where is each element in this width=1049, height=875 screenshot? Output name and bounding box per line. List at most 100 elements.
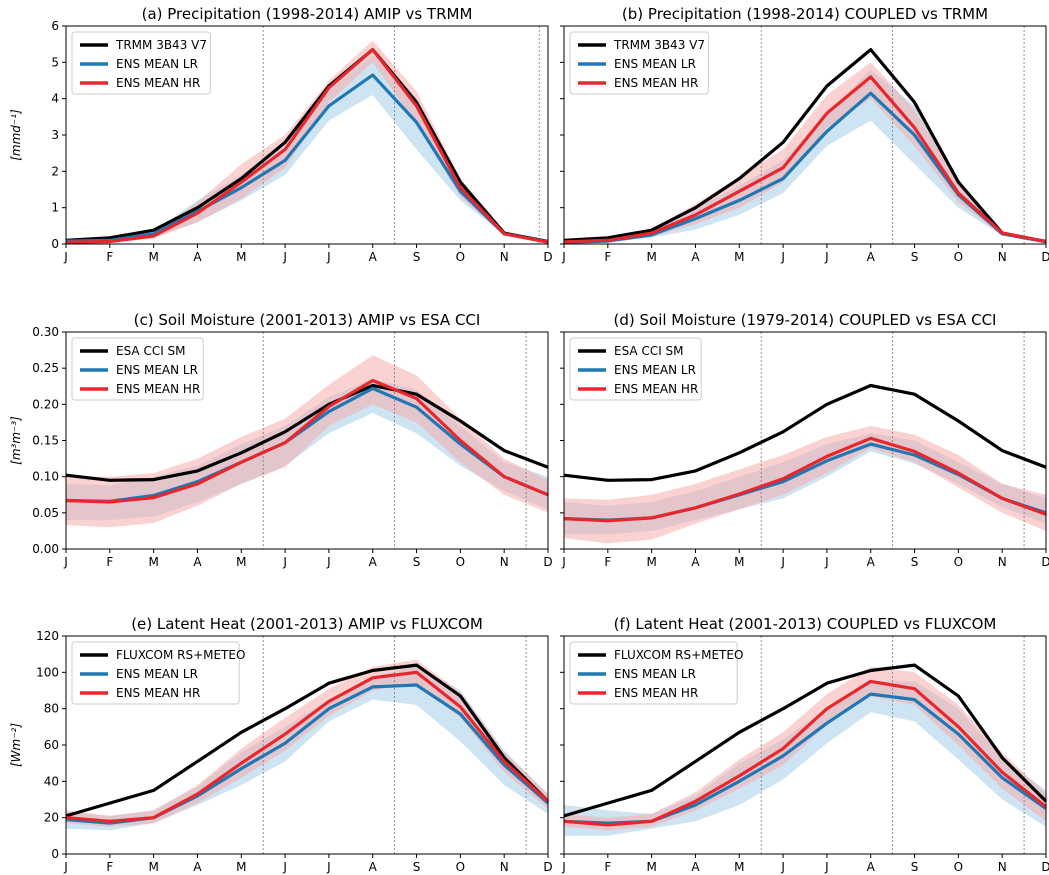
x-tick-label: O bbox=[456, 250, 465, 264]
y-tick-label: 0.15 bbox=[32, 434, 59, 448]
y-tick-label: 0 bbox=[51, 237, 59, 251]
obs-series-line bbox=[65, 383, 549, 482]
x-tick-label: J bbox=[561, 250, 566, 264]
lr-spread-band bbox=[564, 681, 1046, 836]
x-tick-label: J bbox=[824, 860, 829, 874]
legend-entry: ENS MEAN LR bbox=[116, 667, 198, 681]
x-tick-label: D bbox=[543, 250, 552, 264]
legend-entry: TRMM 3B43 V7 bbox=[613, 38, 705, 52]
x-tick-label: A bbox=[867, 555, 876, 569]
legend-box bbox=[71, 337, 204, 401]
y-axis-label: [Wm⁻²] bbox=[9, 723, 23, 767]
x-tick-label: J bbox=[326, 860, 331, 874]
y-axis-label: [m³m⁻³] bbox=[9, 416, 23, 465]
x-tick-label: S bbox=[911, 555, 919, 569]
x-tick-label: N bbox=[500, 860, 509, 874]
x-tick-label: J bbox=[561, 860, 566, 874]
hr-series-line bbox=[563, 436, 1047, 523]
x-tick-label: M bbox=[148, 860, 158, 874]
y-tick-label: 0.20 bbox=[32, 397, 59, 411]
y-tick-label: 4 bbox=[51, 92, 59, 106]
obs-series-line bbox=[65, 47, 549, 244]
x-tick-label: N bbox=[500, 555, 509, 569]
legend-box bbox=[569, 31, 709, 95]
legend-entry: ENS MEAN HR bbox=[116, 382, 200, 396]
y-tick-label: 3 bbox=[51, 128, 59, 142]
x-tick-label: O bbox=[954, 555, 963, 569]
y-tick-label: 1 bbox=[51, 201, 59, 215]
x-tick-label: D bbox=[543, 555, 552, 569]
x-tick-label: M bbox=[734, 555, 744, 569]
x-tick-label: J bbox=[780, 555, 785, 569]
y-tick-label: 6 bbox=[51, 19, 59, 33]
legend-entry: ENS MEAN HR bbox=[116, 686, 200, 700]
y-tick-label: 0.10 bbox=[32, 470, 59, 484]
x-tick-label: J bbox=[780, 250, 785, 264]
hr-series-line bbox=[65, 47, 549, 244]
obs-series-line bbox=[563, 663, 1048, 818]
x-tick-label: J bbox=[282, 860, 287, 874]
y-tick-label: 0 bbox=[51, 847, 59, 861]
x-tick-label: F bbox=[106, 250, 113, 264]
x-tick-label: M bbox=[734, 250, 744, 264]
legend: ESA CCI SM ENS MEAN LR ENS MEAN HR bbox=[569, 337, 702, 401]
panel-c: (c) Soil Moisture (2001-2013) AMIP vs ES… bbox=[9, 311, 553, 569]
lr-spread-band bbox=[66, 665, 548, 831]
y-tick-label: 0.30 bbox=[32, 325, 59, 339]
x-tick-label: O bbox=[456, 555, 465, 569]
x-tick-label: S bbox=[413, 250, 421, 264]
x-tick-label: F bbox=[604, 860, 611, 874]
y-tick-label: 5 bbox=[51, 55, 59, 69]
x-tick-label: M bbox=[734, 860, 744, 874]
legend-entry: FLUXCOM RS+METEO bbox=[116, 648, 245, 662]
x-tick-label: A bbox=[369, 250, 378, 264]
y-tick-label: 0.25 bbox=[32, 361, 59, 375]
lr-series-line bbox=[65, 73, 549, 244]
legend-entry: ENS MEAN HR bbox=[614, 382, 698, 396]
x-tick-label: O bbox=[954, 860, 963, 874]
y-tick-label: 0.05 bbox=[32, 506, 59, 520]
x-tick-label: M bbox=[236, 250, 246, 264]
x-tick-label: F bbox=[106, 860, 113, 874]
y-tick-label: 60 bbox=[44, 738, 59, 752]
legend-entry: ENS MEAN HR bbox=[116, 76, 200, 90]
y-tick-label: 40 bbox=[44, 774, 59, 788]
legend-entry: ESA CCI SM bbox=[614, 344, 684, 358]
x-tick-label: J bbox=[282, 250, 287, 264]
legend-box bbox=[569, 337, 702, 401]
panel-f: (f) Latent Heat (2001-2013) COUPLED vs F… bbox=[560, 615, 1049, 874]
x-tick-label: N bbox=[998, 860, 1007, 874]
y-tick-label: 2 bbox=[51, 164, 59, 178]
panel-title: (d) Soil Moisture (1979-2014) COUPLED vs… bbox=[614, 311, 997, 329]
hr-series-line bbox=[563, 75, 1047, 244]
legend-entry: ENS MEAN HR bbox=[614, 76, 698, 90]
x-tick-label: A bbox=[369, 860, 378, 874]
legend-entry: ENS MEAN LR bbox=[116, 363, 198, 377]
x-tick-label: N bbox=[500, 250, 509, 264]
obs-series-line bbox=[563, 47, 1047, 244]
x-tick-label: S bbox=[413, 555, 421, 569]
x-tick-label: S bbox=[413, 860, 421, 874]
y-tick-label: 80 bbox=[44, 702, 59, 716]
legend: TRMM 3B43 V7 ENS MEAN LR ENS MEAN HR bbox=[569, 31, 709, 95]
panel-title: (b) Precipitation (1998-2014) COUPLED vs… bbox=[622, 5, 988, 23]
y-tick-label: 100 bbox=[36, 665, 59, 679]
legend-box bbox=[569, 641, 738, 705]
panel-a: (a) Precipitation (1998-2014) AMIP vs TR… bbox=[9, 5, 553, 264]
legend-entry: ENS MEAN LR bbox=[614, 667, 696, 681]
legend-entry: ENS MEAN LR bbox=[614, 57, 696, 71]
legend-entry: ENS MEAN LR bbox=[116, 57, 198, 71]
legend-entry: FLUXCOM RS+METEO bbox=[614, 648, 743, 662]
legend: FLUXCOM RS+METEO ENS MEAN LR ENS MEAN HR bbox=[71, 641, 245, 705]
panel-title: (e) Latent Heat (2001-2013) AMIP vs FLUX… bbox=[131, 615, 483, 633]
legend-box bbox=[71, 31, 211, 95]
x-tick-label: M bbox=[148, 250, 158, 264]
x-tick-label: J bbox=[326, 250, 331, 264]
x-tick-label: A bbox=[369, 555, 378, 569]
x-tick-label: J bbox=[63, 555, 68, 569]
x-tick-label: J bbox=[326, 555, 331, 569]
legend-entry: TRMM 3B43 V7 bbox=[115, 38, 207, 52]
x-tick-label: J bbox=[824, 555, 829, 569]
x-tick-label: A bbox=[867, 250, 876, 264]
